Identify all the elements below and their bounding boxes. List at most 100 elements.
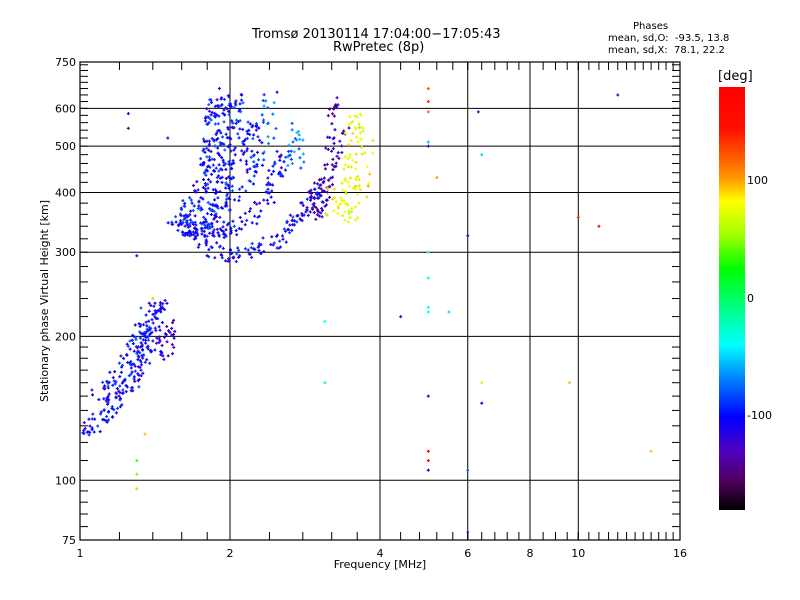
data-point (258, 138, 262, 142)
data-point (227, 221, 231, 225)
data-point (248, 209, 252, 213)
marker-v (190, 209, 192, 213)
data-point (111, 383, 115, 387)
marker-v (310, 196, 312, 200)
data-point (139, 345, 143, 349)
data-point (125, 342, 129, 346)
data-point (331, 197, 335, 201)
marker-v (251, 242, 253, 246)
marker-v (315, 205, 317, 209)
marker-v (165, 333, 168, 337)
data-point (326, 147, 330, 151)
marker-v (224, 162, 227, 166)
data-point (194, 227, 198, 231)
data-point (235, 252, 239, 256)
data-point (224, 203, 228, 207)
data-point (356, 140, 360, 144)
data-point (324, 198, 328, 202)
data-point (199, 196, 203, 200)
marker-v (227, 183, 229, 187)
marker-v (93, 430, 95, 434)
marker-v (364, 151, 366, 155)
data-point (194, 190, 198, 194)
data-point (146, 344, 150, 348)
marker-v (344, 210, 346, 214)
data-point (137, 373, 141, 377)
marker-v (650, 449, 652, 453)
data-points (81, 86, 653, 534)
data-point (247, 252, 251, 256)
marker-v (209, 158, 211, 162)
data-point (158, 301, 162, 305)
marker-v (224, 148, 226, 152)
data-point (238, 254, 242, 258)
marker-v (231, 251, 233, 255)
marker-v (230, 226, 232, 230)
data-point (225, 197, 229, 201)
data-point (315, 191, 319, 195)
data-point (265, 183, 269, 187)
marker-v (215, 132, 217, 136)
data-point (292, 150, 296, 154)
marker-v (427, 394, 429, 398)
data-point (649, 449, 653, 453)
data-point (114, 380, 118, 384)
marker-v (206, 234, 208, 238)
data-point (189, 198, 193, 202)
data-point (308, 198, 312, 202)
marker-v (141, 332, 143, 336)
marker-v (344, 155, 346, 159)
data-point (219, 253, 223, 257)
data-point (214, 191, 218, 195)
data-point (199, 163, 203, 167)
data-point (325, 186, 329, 190)
marker-v (121, 365, 123, 369)
marker-v (236, 233, 238, 237)
data-point (250, 125, 254, 129)
marker-v (216, 131, 218, 135)
marker-v (341, 144, 343, 148)
marker-v (232, 126, 234, 130)
data-point (213, 213, 217, 217)
marker-v (163, 357, 165, 361)
marker-v (218, 152, 220, 156)
data-point (205, 139, 209, 143)
data-point (191, 230, 195, 234)
data-point (335, 96, 339, 100)
x-tick-label: 10 (571, 547, 585, 560)
data-point (117, 361, 121, 365)
data-point (245, 218, 249, 222)
marker-v (107, 386, 109, 390)
marker-v (226, 223, 229, 227)
marker-v (251, 125, 253, 129)
data-point (262, 198, 266, 202)
data-point (426, 305, 430, 309)
data-point (350, 120, 354, 124)
data-point (262, 158, 266, 162)
data-point (104, 414, 108, 418)
data-point (310, 191, 314, 195)
data-point (143, 432, 147, 436)
data-point (118, 384, 122, 388)
data-point (196, 233, 200, 237)
data-point (224, 167, 228, 171)
marker-v (246, 149, 248, 153)
marker-v (221, 96, 223, 100)
marker-v (335, 164, 337, 168)
marker-v (136, 254, 138, 258)
marker-v (253, 133, 255, 137)
marker-v (301, 212, 303, 216)
marker-v (262, 99, 264, 103)
data-point (141, 371, 145, 375)
data-point (250, 255, 254, 259)
data-point (128, 339, 132, 343)
x-tick-label: 16 (673, 547, 687, 560)
marker-v (205, 220, 208, 224)
marker-v (280, 166, 283, 170)
marker-v (361, 152, 363, 156)
marker-v (243, 150, 245, 154)
marker-v (189, 213, 191, 217)
marker-v (129, 339, 131, 343)
data-point (83, 426, 87, 430)
marker-v (130, 386, 133, 390)
